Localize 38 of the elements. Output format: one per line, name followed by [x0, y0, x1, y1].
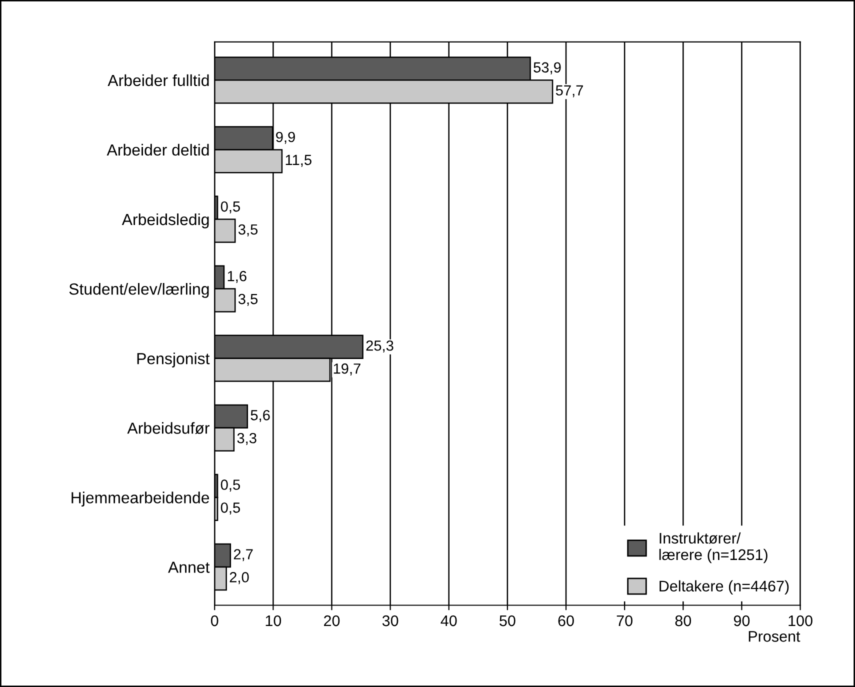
y-tick-label: Arbeider fulltid [108, 74, 209, 86]
y-tick-label: Pensjonist [137, 352, 210, 368]
data-label: 0,5 [220, 502, 240, 515]
data-label: 11,5 [286, 154, 312, 167]
x-tick-label: 100 [788, 615, 812, 626]
x-tick-label: 60 [558, 615, 574, 626]
x-tick-label: 50 [500, 615, 516, 626]
y-tick-label: Arbeidsufør [127, 422, 210, 434]
y-tick-label: Annet [168, 562, 210, 573]
data-label: 25,3 [366, 340, 394, 353]
data-label: 0,5 [220, 201, 240, 214]
x-tick-label: 70 [616, 615, 632, 626]
data-label: 9,9 [276, 132, 295, 144]
data-label: 1,6 [228, 270, 246, 283]
y-tick-label: Arbeider deltid [106, 144, 209, 156]
data-label: 5,6 [250, 410, 270, 422]
data-label: 19,7 [334, 363, 360, 376]
data-label: 0,5 [220, 480, 240, 492]
x-tick-label: 30 [382, 615, 398, 626]
x-tick-label: 40 [440, 615, 457, 626]
x-tick-label: 90 [734, 615, 750, 626]
data-label: 2,7 [234, 549, 253, 562]
y-tick-label: Student/elev/lærling [69, 283, 209, 298]
data-label: 2,0 [230, 572, 249, 584]
x-tick-label: 20 [324, 615, 340, 626]
x-tick-label: 80 [675, 615, 692, 626]
y-tick-label: Hjemmearbeidende [72, 492, 210, 507]
data-label: 53,9 [534, 62, 561, 74]
data-label: 3,3 [237, 432, 256, 446]
x-tick-label: 0 [210, 615, 218, 626]
data-label: 3,5 [238, 224, 258, 236]
x-tick-label: 10 [266, 615, 282, 626]
y-tick-label: Arbeidsledig [122, 213, 209, 228]
x-axis-title: Prosent [748, 631, 800, 642]
data-label: 57,7 [556, 85, 583, 98]
legend-label: Instruktører/ lærere (n=1251) [659, 532, 768, 564]
legend-label: Deltakere (n=4467) [660, 580, 789, 595]
data-label: 3,5 [238, 294, 258, 306]
